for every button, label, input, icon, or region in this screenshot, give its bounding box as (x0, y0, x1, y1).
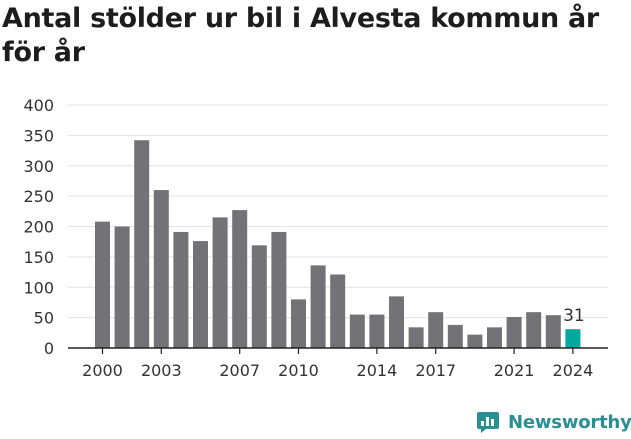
y-tick-label: 150 (23, 248, 54, 267)
bar-2017 (428, 312, 444, 348)
bar-2010 (291, 299, 306, 348)
x-tick-label: 2017 (415, 361, 456, 380)
x-tick-label: 2003 (141, 361, 182, 380)
y-axis-tick-labels: 0 50 100 150 200 250 300 350 400 (23, 96, 54, 358)
data-label: 31 (563, 306, 585, 326)
y-tick-label: 350 (23, 126, 54, 145)
bar-2003 (153, 190, 169, 348)
bar-2020 (487, 327, 502, 348)
bar-2005 (193, 241, 208, 348)
y-tick-label: 100 (23, 278, 54, 297)
bar-2004 (173, 231, 189, 348)
bar-2022 (526, 312, 542, 348)
bar-2009 (271, 231, 287, 348)
bar-2012 (330, 274, 346, 348)
x-axis-tick-labels: 2000 2003 2007 2010 2014 2017 2021 2024 (82, 361, 593, 380)
brand-name: Newsworthy (508, 411, 631, 433)
bars (95, 140, 581, 348)
x-tick-label: 2021 (494, 361, 535, 380)
bar-2008 (251, 245, 267, 348)
bar-2024 (565, 329, 581, 348)
y-tick-label: 400 (23, 96, 54, 115)
x-tick-label: 2000 (82, 361, 123, 380)
chart-title: Antal stölder ur bil i Alvesta kommun år… (2, 3, 599, 68)
bar-2000 (95, 221, 110, 348)
bar-2007 (232, 210, 248, 348)
bar-2015 (389, 296, 404, 348)
y-tick-label: 200 (23, 218, 54, 237)
bar-2006 (212, 217, 228, 348)
bar-2014 (369, 314, 385, 348)
bar-2021 (506, 317, 522, 348)
bar-2013 (349, 314, 365, 348)
bar-2019 (467, 334, 483, 348)
bar-2001 (114, 226, 130, 348)
y-tick-label: 300 (23, 157, 54, 176)
x-axis (68, 347, 608, 354)
bar-2011 (310, 265, 326, 348)
y-tick-label: 0 (44, 339, 54, 358)
y-tick-label: 50 (34, 309, 54, 328)
bar-2002 (134, 140, 150, 348)
x-tick-label: 2014 (357, 361, 398, 380)
bar-2018 (447, 324, 463, 348)
x-tick-label: 2010 (278, 361, 319, 380)
brand-footer: Newsworthy (476, 407, 631, 437)
data-labels: 31 (563, 306, 585, 326)
y-tick-label: 250 (23, 187, 54, 206)
newsworthy-chart-logo-icon (477, 412, 499, 433)
x-tick-label: 2007 (219, 361, 260, 380)
bar-2023 (545, 315, 561, 348)
x-tick-label: 2024 (553, 361, 594, 380)
bar-2016 (408, 327, 424, 348)
